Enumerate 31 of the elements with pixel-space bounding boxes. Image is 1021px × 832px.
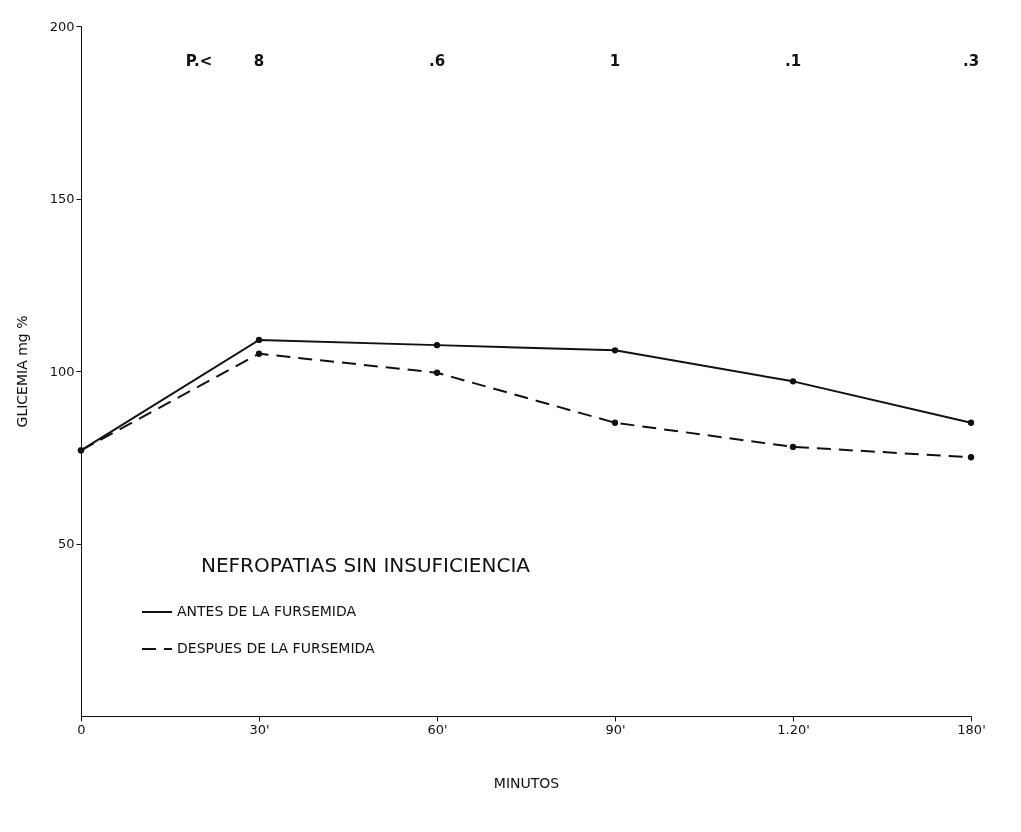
annotation: .6 xyxy=(428,52,446,70)
point xyxy=(433,341,441,349)
point xyxy=(433,369,441,376)
y-tick-label: 150 xyxy=(49,191,75,206)
x-tick-label: 180' xyxy=(957,721,986,737)
y-tick-label: 200 xyxy=(49,18,75,34)
x-tick-label: 60' xyxy=(427,721,448,737)
annotation: NEFROPATIAS SIN INSUFICIENCIA xyxy=(201,553,531,577)
point xyxy=(789,443,797,451)
x-tick-label: 1.20' xyxy=(777,721,810,737)
x-tick-label: 90' xyxy=(605,721,626,737)
legend-label: ANTES DE LA FURSEMIDA xyxy=(177,603,357,619)
x-axis-title: MINUTOS xyxy=(493,774,560,791)
y-axis-title: GLICEMIA mg % xyxy=(13,315,30,428)
point xyxy=(611,347,619,354)
point xyxy=(967,454,975,461)
y-tick-label: 100 xyxy=(49,363,75,379)
annotation: 1 xyxy=(609,52,621,70)
point xyxy=(255,350,263,357)
y-tick-label: 50 xyxy=(57,536,75,551)
legend-label: DESPUES DE LA FURSEMIDA xyxy=(177,640,376,656)
point xyxy=(967,419,975,426)
x-tick-label: 30' xyxy=(249,721,270,737)
annotation: P.< xyxy=(185,52,213,70)
annotation: .1 xyxy=(784,52,802,70)
x-tick-label: 0 xyxy=(77,721,86,737)
point xyxy=(789,378,797,385)
annotation: .3 xyxy=(962,52,980,70)
annotation: 8 xyxy=(253,52,265,70)
point xyxy=(611,419,619,426)
point xyxy=(255,336,263,344)
